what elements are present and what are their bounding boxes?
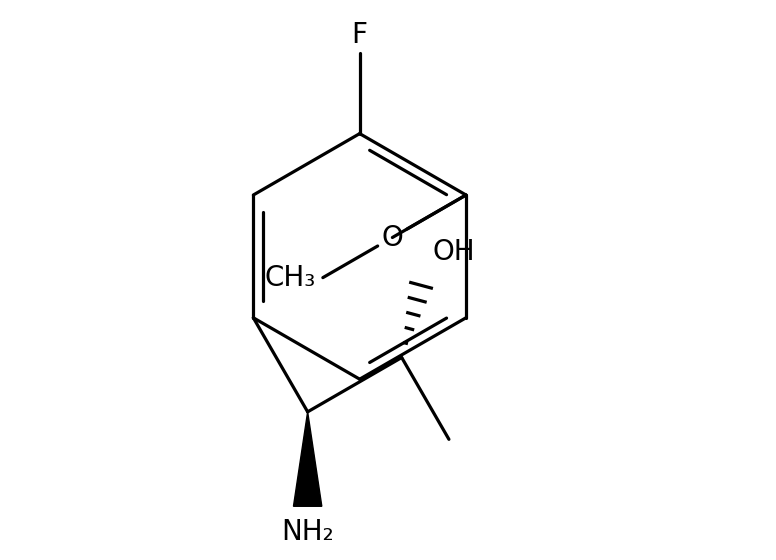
Text: NH₂: NH₂ [281,517,334,545]
Text: CH₃: CH₃ [264,264,315,292]
Text: OH: OH [432,238,475,266]
Text: O: O [382,223,404,251]
Text: F: F [352,21,368,49]
Polygon shape [293,412,322,506]
